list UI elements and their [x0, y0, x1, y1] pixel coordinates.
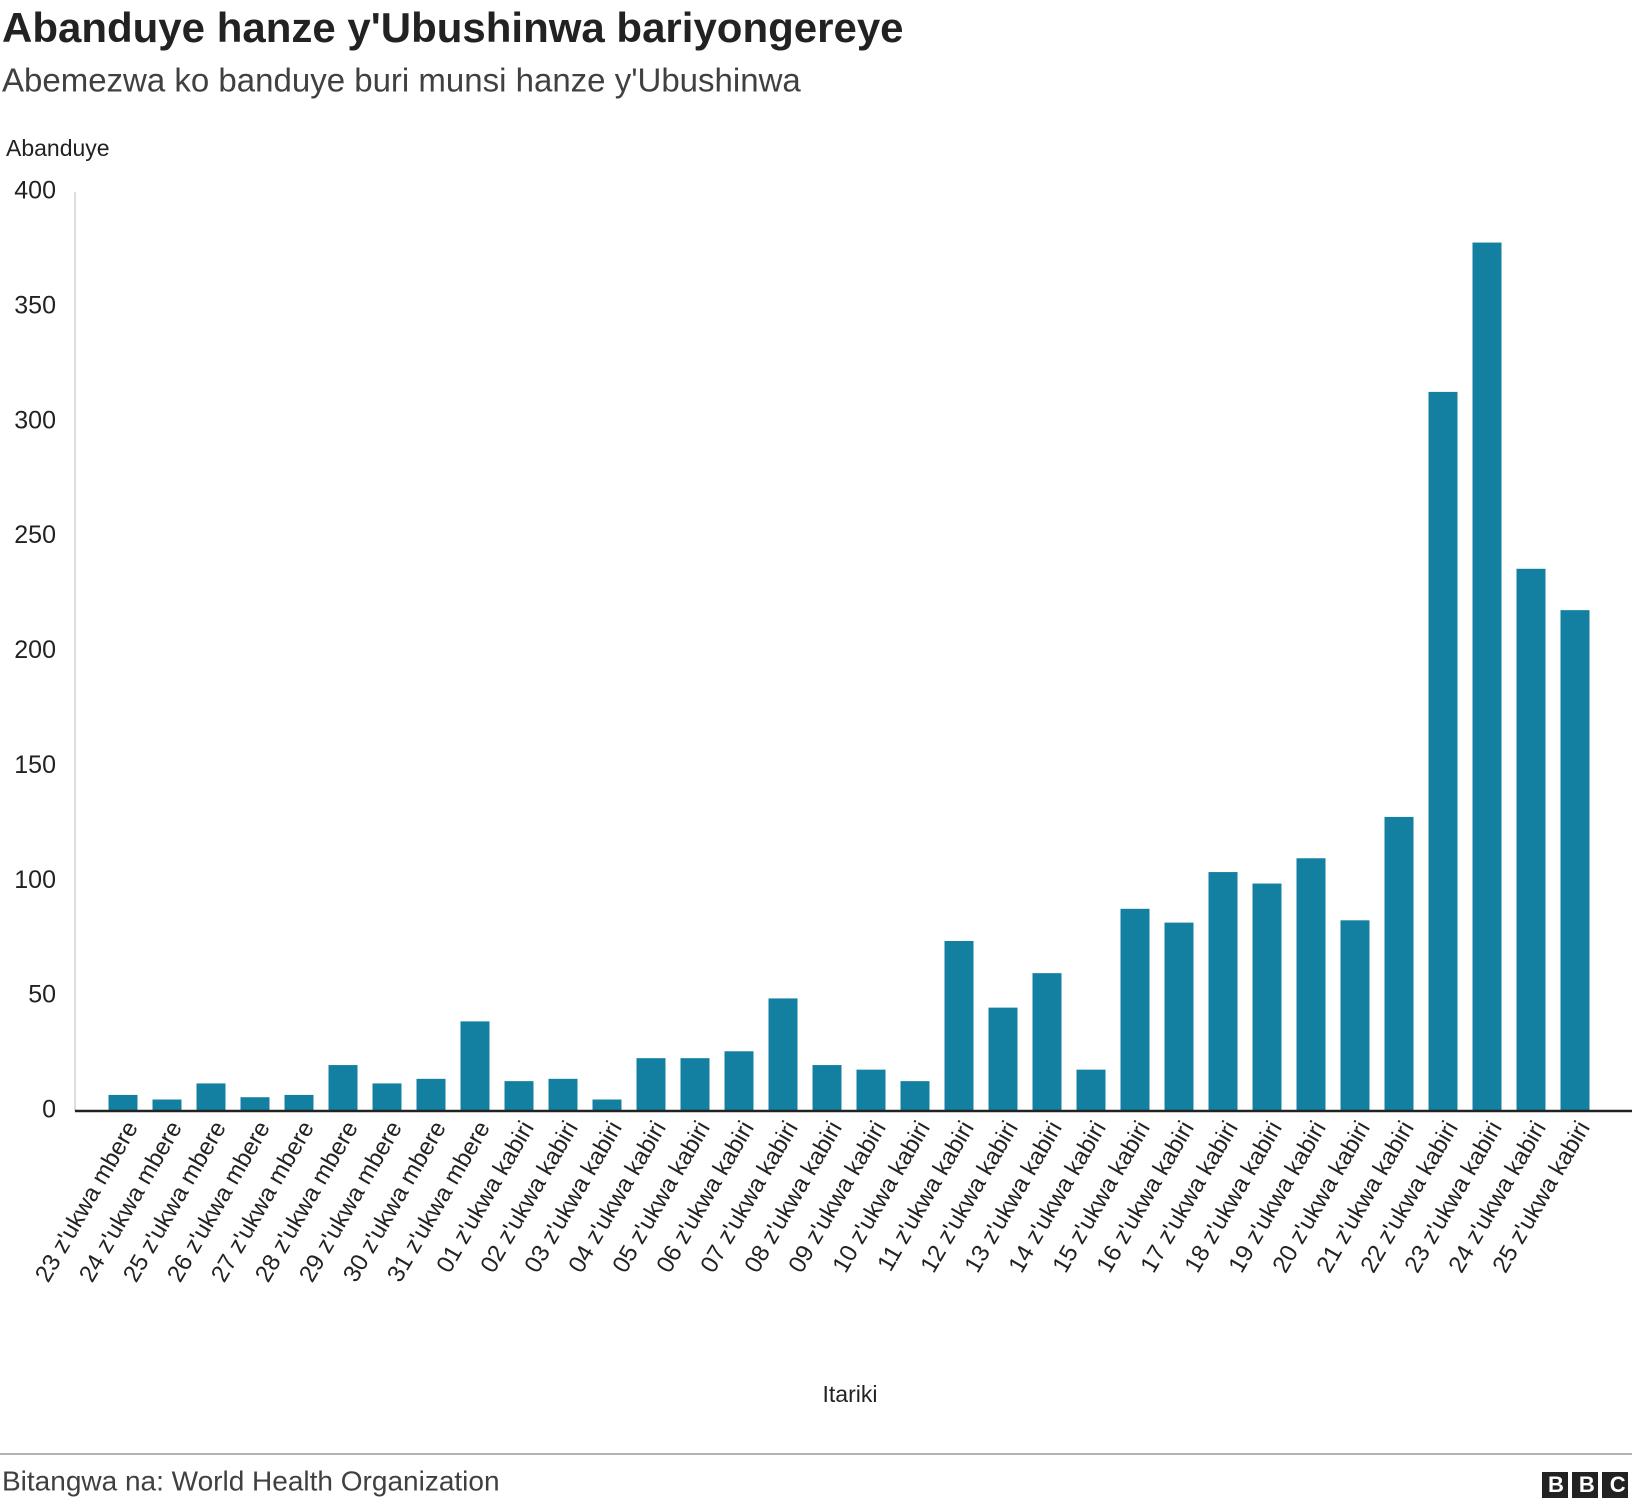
y-tick-label: 350	[14, 291, 56, 319]
bar	[416, 1078, 446, 1111]
bar	[1340, 920, 1370, 1111]
bar	[504, 1081, 534, 1111]
logo-box	[1602, 1472, 1628, 1498]
logo-box	[1542, 1472, 1568, 1498]
bar	[1428, 391, 1458, 1111]
bar	[460, 1021, 490, 1111]
bar	[196, 1083, 226, 1111]
y-tick-label: 100	[14, 866, 56, 894]
bar	[1472, 242, 1502, 1112]
y-axis-label: Abanduye	[6, 135, 110, 161]
bar	[856, 1069, 886, 1111]
y-tick-label: 200	[14, 636, 56, 664]
bar	[636, 1058, 666, 1111]
bar	[548, 1078, 578, 1111]
bar	[1120, 908, 1150, 1111]
bar	[1296, 858, 1326, 1111]
bar	[988, 1007, 1018, 1111]
x-axis-label: Itariki	[823, 1381, 878, 1407]
bar	[724, 1051, 754, 1111]
bar	[372, 1083, 402, 1111]
logo-box	[1572, 1472, 1598, 1498]
y-tick-label: 50	[28, 981, 56, 1009]
bar	[1208, 872, 1238, 1111]
bar	[1164, 922, 1194, 1111]
bar	[1252, 883, 1282, 1111]
source: Bitangwa na: World Health Organization	[2, 1465, 500, 1496]
y-tick-label: 250	[14, 521, 56, 549]
bar	[152, 1099, 182, 1111]
bar	[944, 940, 974, 1111]
bar	[680, 1058, 710, 1111]
y-tick-label: 150	[14, 751, 56, 779]
bar	[812, 1065, 842, 1111]
chart-subtitle: Abemezwa ko banduye buri munsi hanze y'U…	[2, 62, 801, 99]
chart-title: Abanduye hanze y'Ubushinwa bariyongereye	[2, 4, 904, 51]
bar	[328, 1065, 358, 1111]
bar	[240, 1097, 270, 1111]
y-tick-label: 0	[42, 1096, 56, 1124]
y-tick-label: 300	[14, 406, 56, 434]
bar	[1076, 1069, 1106, 1111]
bar	[284, 1094, 314, 1111]
bar	[768, 998, 798, 1111]
bar	[1516, 568, 1546, 1111]
bar	[900, 1081, 930, 1111]
bar	[1032, 973, 1062, 1111]
bar	[1560, 610, 1590, 1111]
logo: BBC	[1542, 1472, 1632, 1498]
logo-text: BBC	[1548, 1472, 1632, 1497]
y-tick-label: 400	[14, 177, 56, 205]
bar	[108, 1094, 138, 1111]
bar	[1384, 816, 1414, 1111]
bar	[592, 1099, 622, 1111]
